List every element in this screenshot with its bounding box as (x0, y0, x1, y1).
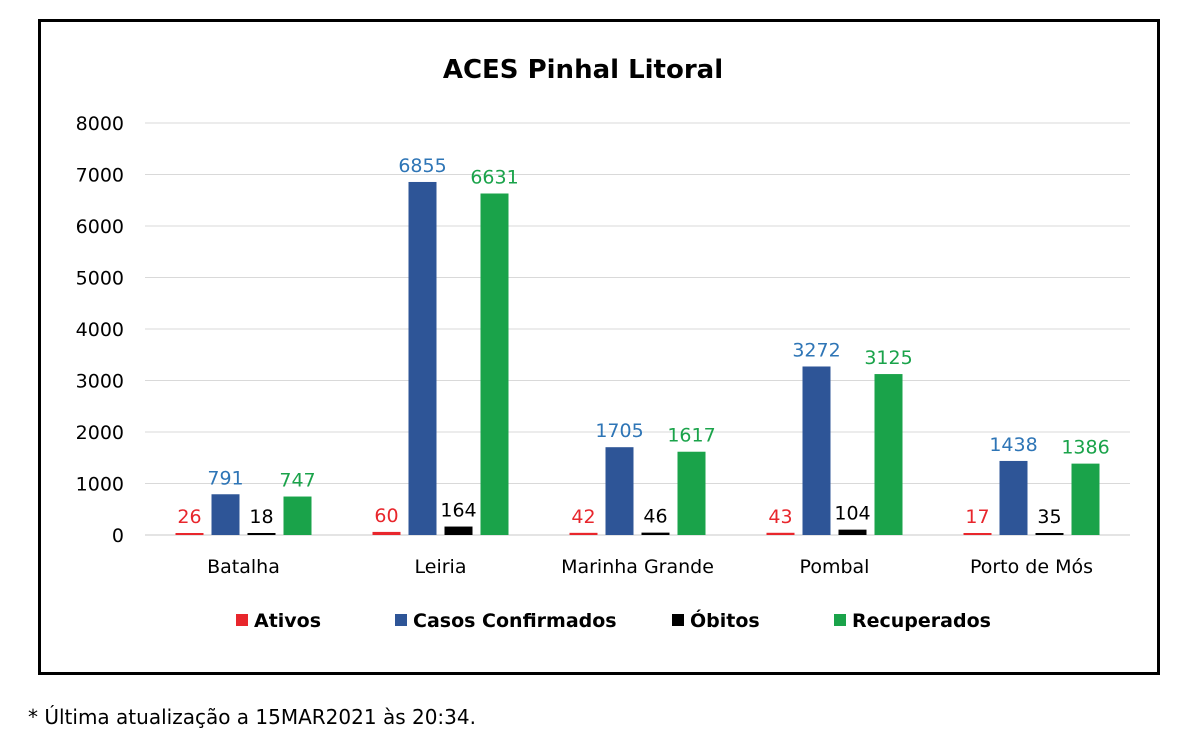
y-tick-label: 0 (112, 525, 124, 547)
chart-frame (38, 19, 1160, 675)
data-label: 17 (965, 506, 989, 528)
legend-label: Óbitos (690, 608, 760, 632)
data-label: 46 (643, 506, 667, 528)
y-tick-label: 5000 (76, 268, 124, 290)
legend-swatch (395, 614, 407, 626)
data-labels: 26 791 18 747 60 6855 164 6631 42 1705 46 1617 43 327… (177, 155, 1109, 528)
legend-swatch (834, 614, 846, 626)
y-tick-label: 1000 (76, 474, 124, 496)
bar (211, 494, 240, 535)
bars (175, 181, 1100, 536)
data-label: 42 (571, 506, 595, 528)
y-tick-label: 8000 (76, 113, 124, 135)
footnote: * Última atualização a 15MAR2021 às 20:3… (28, 705, 476, 729)
legend: Ativos Casos Confirmados Óbitos Recuperados (236, 608, 991, 632)
bar (999, 460, 1028, 535)
data-label: 104 (834, 503, 870, 525)
data-label: 18 (249, 506, 273, 528)
data-label: 6855 (398, 155, 446, 177)
data-label: 1705 (595, 420, 643, 442)
legend-swatch (672, 614, 684, 626)
bar (480, 193, 509, 536)
legend-label: Recuperados (852, 610, 991, 632)
bar (444, 526, 473, 535)
x-tick-label: Porto de Mós (970, 556, 1093, 578)
y-tick-label: 6000 (76, 216, 124, 238)
data-label: 164 (440, 500, 476, 522)
chart-title: ACES Pinhal Litoral (443, 55, 723, 85)
legend-swatch (236, 614, 248, 626)
bar (247, 533, 276, 535)
data-label: 26 (177, 506, 201, 528)
bar (372, 531, 401, 535)
y-tick-label: 2000 (76, 422, 124, 444)
y-axis-ticks: 0 1000 2000 3000 4000 5000 6000 7000 8000 (76, 113, 124, 547)
bar (677, 451, 706, 535)
x-tick-label: Batalha (207, 556, 280, 578)
x-tick-label: Marinha Grande (561, 556, 714, 578)
x-axis-ticks: Batalha Leiria Marinha Grande Pombal Porto d… (207, 556, 1093, 578)
data-label: 1438 (989, 434, 1037, 456)
bar (963, 533, 992, 535)
data-label: 3272 (792, 339, 840, 361)
bar (802, 366, 831, 535)
data-label: 43 (768, 506, 792, 528)
data-label: 35 (1037, 506, 1061, 528)
data-label: 60 (374, 505, 398, 527)
y-tick-label: 4000 (76, 319, 124, 341)
data-label: 1617 (667, 425, 715, 447)
y-tick-label: 3000 (76, 371, 124, 393)
x-tick-label: Leiria (415, 556, 467, 578)
bar (838, 529, 867, 535)
bar (874, 374, 903, 535)
bar (408, 181, 437, 535)
bar (1035, 533, 1064, 535)
bar (1071, 463, 1100, 535)
y-tick-label: 7000 (76, 165, 124, 187)
bar (641, 532, 670, 535)
bar (569, 532, 598, 535)
bar (605, 447, 634, 535)
data-label: 3125 (864, 347, 912, 369)
bar (283, 496, 312, 535)
data-label: 791 (207, 467, 243, 489)
bar (175, 533, 204, 535)
data-label: 6631 (470, 167, 518, 189)
bar (766, 532, 795, 535)
data-label: 747 (279, 470, 315, 492)
x-tick-label: Pombal (800, 556, 870, 578)
data-label: 1386 (1061, 437, 1109, 459)
legend-label: Casos Confirmados (413, 610, 617, 632)
legend-label: Ativos (254, 610, 321, 632)
